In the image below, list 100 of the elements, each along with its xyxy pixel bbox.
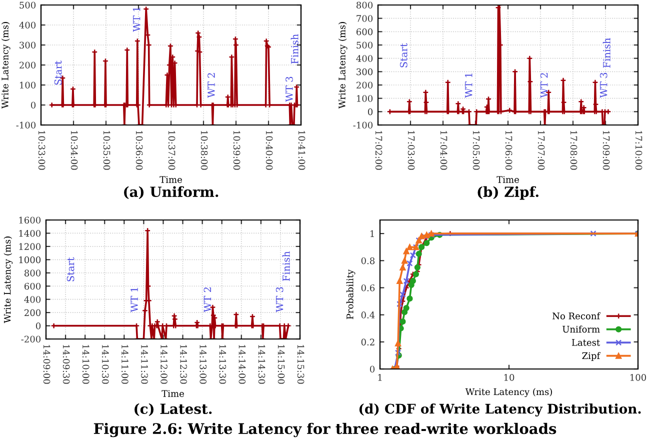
x-tick-label: 17:06:00 — [505, 130, 512, 170]
annotation: Finish — [282, 251, 290, 281]
x-tick-label: 14:10:00 — [82, 344, 90, 384]
text: (c) Latest. — [134, 403, 212, 416]
x-tick-label: 10:33:00 — [38, 130, 46, 170]
y-tick-label: 0 — [370, 366, 375, 373]
x-tick-label: 14:14:30 — [258, 344, 266, 384]
x-tick-label: 14:15:00 — [278, 344, 285, 384]
x-tick-label: 14:12:30 — [180, 344, 187, 384]
y-tick-label: 0.6 — [361, 284, 375, 292]
y-tick-label: 800 — [356, 2, 373, 9]
y-tick-label: -200 — [21, 336, 41, 343]
legend-label: Uniform — [562, 326, 600, 333]
x-tick-label: 14:13:00 — [200, 344, 207, 384]
text: (d) CDF of Write Latency Distribution. — [359, 404, 641, 416]
legend-label: Latest — [572, 339, 600, 346]
y-axis-title: Write Latency (ms) — [1, 22, 10, 109]
caption: Figure 2.6: Write Latency for three read-write workloads — [94, 422, 556, 438]
x-tick-label: 14:10:30 — [102, 344, 109, 384]
x-tick-label: 14:12:00 — [160, 344, 168, 384]
x-tick-label: 10:37:00 — [168, 130, 176, 170]
x-tick-label: 10:38:00 — [200, 130, 208, 170]
annotation: WT 2 — [204, 287, 211, 312]
y-axis-title: Write Latency (ms) — [338, 22, 348, 109]
y-tick-label: 400 — [24, 296, 41, 303]
y-tick-label: 1200 — [19, 243, 41, 250]
x-tick-label: 17:04:00 — [440, 130, 448, 170]
annotation: Finish — [290, 34, 298, 64]
annotation: WT 3 — [286, 76, 293, 102]
x-tick-label: 14:09:00 — [43, 344, 50, 384]
x-axis-title: Write Latency (ms) — [465, 388, 552, 398]
y-tick-label: 400 — [19, 22, 36, 29]
x-tick-label: 14:11:00 — [122, 344, 128, 384]
annotation: Start — [66, 257, 74, 282]
x-tick-label: 14:11:30 — [141, 344, 148, 384]
annotation: WT 2 — [208, 73, 215, 98]
x-tick-label: 1 — [378, 374, 382, 381]
x-tick-label: 10:39:00 — [233, 130, 240, 170]
legend-label: Zipf — [582, 352, 601, 361]
x-tick-label: 10:40:00 — [266, 130, 273, 170]
text: (b) Zipf. — [478, 186, 538, 200]
y-tick-label: 500 — [356, 42, 373, 49]
y-tick-label: 0.8 — [361, 257, 375, 264]
y-tick-label: 200 — [356, 82, 373, 89]
x-tick-label: 17:10:00 — [635, 130, 642, 170]
x-tick-label: 10:35:00 — [103, 130, 110, 170]
y-tick-label: 1600 — [19, 216, 41, 224]
y-tick-label: 300 — [20, 42, 36, 49]
x-tick-label: 10:34:00 — [70, 130, 78, 170]
x-axis-title: Time — [496, 176, 519, 183]
y-tick-label: 300 — [356, 68, 373, 76]
y-tick-label: 0 — [368, 108, 373, 116]
annotation: WT 1 — [464, 74, 472, 98]
y-tick-label: 400 — [356, 55, 373, 62]
x-tick-label: 10:41:00 — [298, 130, 306, 170]
x-axis-title: Time — [162, 390, 184, 397]
y-tick-label: 200 — [20, 62, 36, 69]
y-tick-label: 100 — [357, 95, 373, 102]
y-tick-label: 0 — [30, 102, 36, 109]
y-tick-label: 1 — [370, 230, 374, 237]
y-tick-label: 0.4 — [361, 312, 375, 318]
y-tick-label: 700 — [356, 15, 373, 22]
y-tick-label: 800 — [24, 270, 41, 276]
annotation: WT 2 — [540, 73, 548, 98]
y-tick-label: 1400 — [19, 230, 41, 237]
y-tick-label: 500 — [20, 2, 36, 9]
y-axis-title: Probability — [346, 269, 356, 320]
y-tick-label: 100 — [20, 82, 36, 89]
x-tick-label: 14:09:30 — [62, 344, 70, 384]
x-tick-label: 17:09:00 — [602, 130, 610, 170]
y-tick-label: 0.2 — [361, 338, 374, 346]
annotation: Start — [54, 60, 62, 85]
y-tick-label: 1000 — [19, 256, 41, 264]
x-tick-label: 14:14:00 — [238, 344, 246, 384]
annotation: WT 1 — [130, 288, 138, 312]
x-axis-title: Time — [160, 176, 182, 183]
x-tick-label: 10 — [504, 374, 514, 381]
annotation: WT 1 — [132, 8, 140, 32]
y-tick-label: 0 — [36, 322, 41, 330]
annotation: Start — [400, 43, 408, 68]
y-tick-label: -100 — [16, 122, 36, 129]
y-tick-label: 600 — [356, 28, 373, 36]
x-tick-label: 17:05:00 — [472, 130, 480, 170]
text: (a) Uniform. — [124, 186, 218, 199]
y-tick-label: 600 — [24, 282, 41, 290]
x-tick-label: 14:13:30 — [219, 344, 226, 384]
x-tick-label: 100 — [630, 374, 646, 381]
x-tick-label: 10:36:00 — [136, 130, 143, 170]
x-tick-label: 17:03:00 — [408, 130, 415, 170]
y-tick-label: -100 — [353, 122, 373, 129]
annotation: Finish — [602, 38, 610, 68]
annotation: WT 3 — [276, 287, 284, 312]
legend-label: No Reconf — [552, 312, 601, 320]
x-tick-label: 17:07:00 — [538, 130, 545, 170]
y-axis-title: Write Latency (ms) — [4, 236, 13, 324]
x-tick-label: 17:08:00 — [570, 130, 578, 170]
annotation: WT 3 — [600, 72, 608, 98]
x-tick-label: 14:15:30 — [297, 344, 304, 384]
x-tick-label: 17:02:00 — [375, 130, 382, 170]
y-tick-label: 200 — [24, 309, 41, 316]
